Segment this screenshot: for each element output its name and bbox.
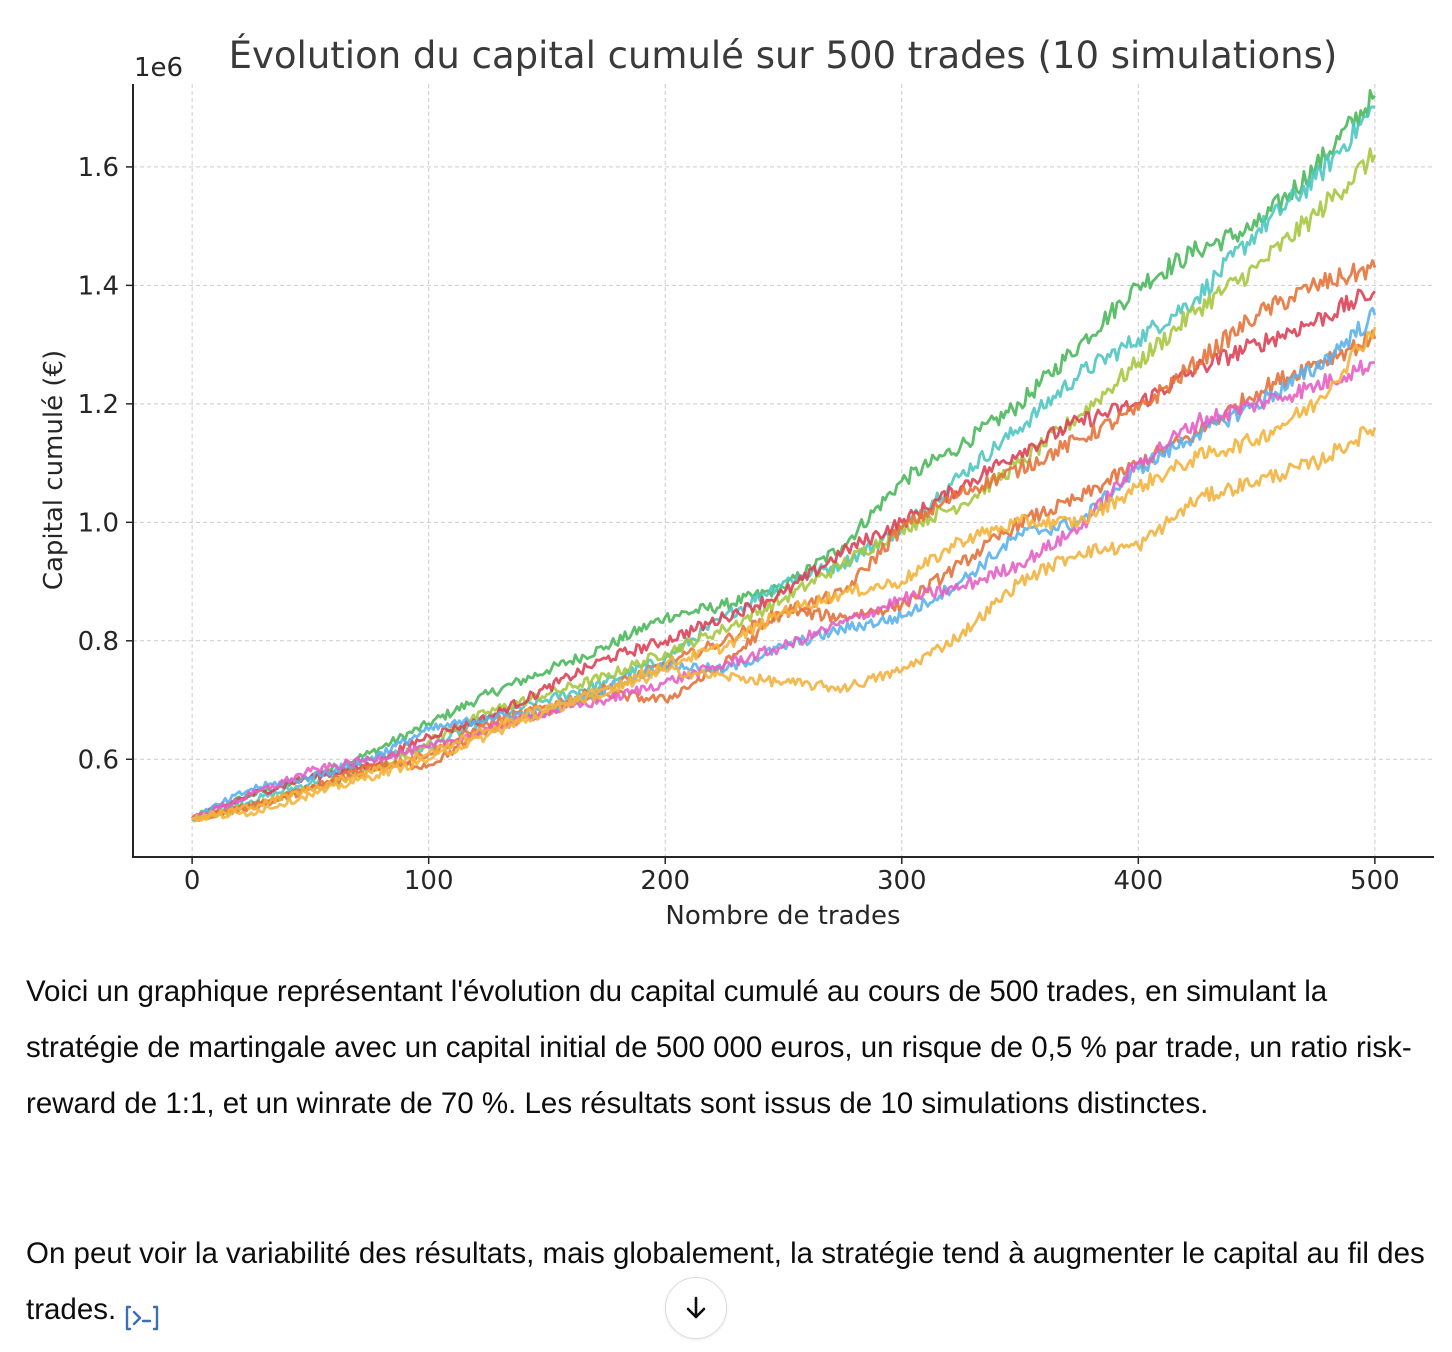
x-tick-label: 400 [1113,866,1163,896]
chart-title: Évolution du capital cumulé sur 500 trad… [229,33,1338,77]
y-tick-label: 1.4 [78,271,119,301]
response-paragraph-2-text: On peut voir la variabilité des résultat… [26,1237,1425,1326]
grid-lines [133,84,1434,857]
series-line-5 [191,259,1377,822]
series-line-2 [191,105,1376,820]
line-chart: Évolution du capital cumulé sur 500 trad… [39,33,1434,931]
series-line-8 [191,359,1376,821]
y-tick-label: 1.2 [78,390,119,420]
y-tick-label: 0.6 [78,745,119,775]
arrow-down-icon [686,1296,706,1319]
x-tick-label: 100 [404,866,454,896]
series-line-1 [191,89,1376,820]
x-axis-title: Nombre de trades [665,901,900,931]
y-axis-title: Capital cumulé (€) [39,350,69,590]
response-paragraph-1: Voici un graphique représentant l'évolut… [26,975,1412,1120]
y-tick-label: 1.6 [78,153,119,183]
response-paragraph-2: On peut voir la variabilité des résultat… [26,1226,1446,1338]
y-tick-label: 0.8 [78,627,119,657]
x-tick-label: 300 [877,866,927,896]
y-tick-label: 1.0 [78,508,119,538]
series-line-10 [192,425,1377,822]
y-offset-label: 1e6 [134,53,183,83]
code-interpreter-icon[interactable] [124,1296,162,1331]
x-tick-label: 500 [1350,866,1400,896]
series-line-7 [191,306,1377,822]
series-line-9 [191,326,1377,823]
scroll-down-button[interactable] [665,1277,727,1339]
x-tick-label: 0 [184,866,201,896]
x-tick-label: 200 [640,866,690,896]
series-line-4 [191,288,1376,822]
series-layer [191,89,1377,823]
